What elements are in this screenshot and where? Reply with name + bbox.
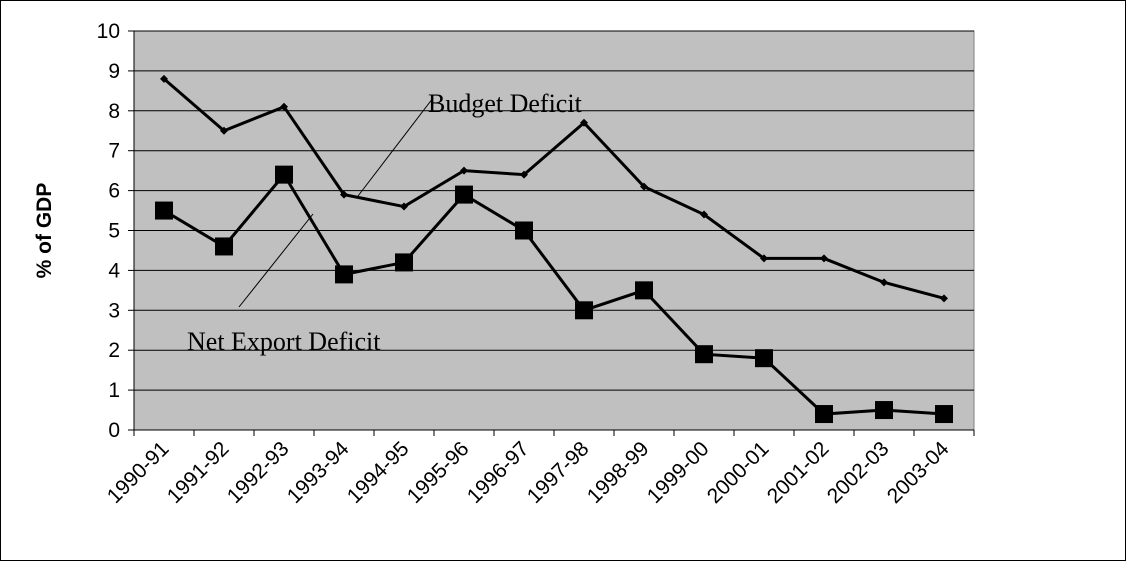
axes — [128, 30, 975, 436]
y-tick-label: 2 — [108, 339, 120, 362]
gridlines — [134, 30, 974, 391]
series-net-export-deficit — [155, 165, 953, 424]
data-point-square — [515, 221, 533, 240]
data-point-square — [815, 405, 833, 424]
annotation-leader-line — [238, 213, 314, 308]
annotations: Budget Deficit Net Export Deficit — [187, 89, 583, 356]
y-tick-label: 7 — [108, 140, 120, 163]
data-point-diamond — [220, 126, 228, 135]
x-tick-label: 2000-01 — [703, 437, 774, 508]
data-point-diamond — [460, 166, 468, 175]
data-point-diamond — [940, 294, 948, 303]
series-line — [163, 172, 945, 416]
x-tick-label: 2002-03 — [823, 437, 894, 508]
data-point-diamond — [160, 74, 168, 83]
data-point-diamond — [520, 170, 528, 179]
x-tick-label: 1994-95 — [343, 437, 414, 508]
y-tick-label: 3 — [108, 299, 120, 322]
data-point-square — [335, 265, 353, 284]
x-tick-label: 1998-99 — [583, 437, 654, 508]
data-point-diamond — [340, 190, 348, 199]
y-tick-label: 1 — [108, 379, 120, 402]
data-point-square — [215, 237, 233, 256]
data-point-diamond — [640, 182, 648, 191]
x-tick-label: 1992-93 — [223, 437, 294, 508]
data-point-square — [935, 405, 953, 424]
y-tick-label: 5 — [108, 220, 120, 243]
annotation-net-export-deficit: Net Export Deficit — [187, 327, 381, 356]
data-point-square — [455, 185, 473, 204]
data-point-diamond — [760, 254, 768, 263]
data-point-diamond — [280, 102, 288, 111]
data-point-diamond — [880, 278, 888, 287]
annotation-leader-line — [357, 97, 434, 197]
y-tick-label: 4 — [108, 259, 120, 282]
y-tick-label: 6 — [108, 180, 120, 203]
data-point-square — [275, 165, 293, 184]
y-tick-label: 9 — [108, 60, 120, 83]
data-point-diamond — [400, 202, 408, 211]
x-tick-label: 1997-98 — [523, 437, 594, 508]
series-budget-deficit — [160, 74, 948, 303]
annotation-budget-deficit: Budget Deficit — [428, 89, 583, 118]
x-tick-label: 1996-97 — [463, 437, 534, 508]
data-point-diamond — [700, 210, 708, 219]
series — [155, 74, 953, 424]
x-tick-label: 1999-00 — [643, 437, 714, 508]
y-tick-label: 0 — [108, 419, 120, 442]
x-tick-label: 2003-04 — [883, 437, 954, 508]
x-tick-label: 2001-02 — [763, 437, 834, 508]
series-line — [163, 77, 945, 300]
data-point-diamond — [580, 118, 588, 127]
x-tick-label: 1991-92 — [163, 437, 234, 508]
data-point-square — [695, 345, 713, 364]
x-tick-label: 1990-91 — [103, 437, 174, 508]
y-tick-label: 8 — [108, 100, 120, 123]
x-tick-label: 1995-96 — [403, 437, 474, 508]
data-point-diamond — [820, 254, 828, 263]
data-point-square — [155, 201, 173, 220]
x-tick-labels: 1990-911991-921992-931993-941994-951995-… — [103, 437, 954, 508]
y-tick-labels: 0 1 2 3 4 5 6 7 8 9 10 — [97, 20, 121, 442]
data-point-square — [875, 401, 893, 420]
data-point-square — [635, 281, 653, 300]
data-point-square — [395, 253, 413, 272]
y-tick-label: 10 — [97, 20, 120, 43]
x-tick-label: 1993-94 — [283, 437, 354, 508]
y-axis-title: % of GDP — [33, 183, 56, 279]
data-point-square — [575, 301, 593, 320]
data-point-square — [755, 349, 773, 368]
